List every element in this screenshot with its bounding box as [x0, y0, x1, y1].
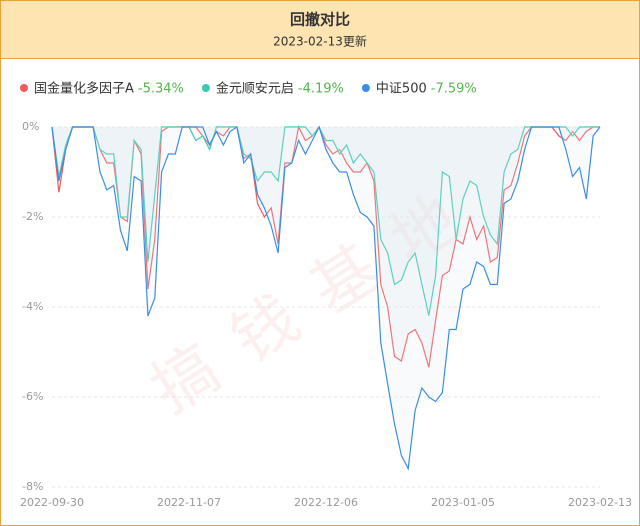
- chart-title: 回撤对比: [290, 11, 350, 29]
- legend-label: 国金量化多因子A: [34, 81, 134, 97]
- series-area: [52, 127, 600, 368]
- series-area: [52, 127, 600, 469]
- legend-label: 金元顺安元启: [216, 81, 294, 97]
- x-tick-label: 2023-02-13: [568, 496, 632, 509]
- series-line: [51, 125, 600, 316]
- legend-value: -4.19%: [298, 82, 344, 97]
- y-tick-label: -2%: [22, 210, 43, 223]
- legend-value: -5.34%: [138, 82, 184, 97]
- header: [0, 0, 640, 59]
- legend-marker: [20, 84, 28, 92]
- y-tick-label: -6%: [22, 390, 43, 403]
- legend-marker: [201, 84, 210, 92]
- y-tick-label: 0%: [22, 120, 39, 133]
- series-line: [51, 125, 600, 368]
- y-tick-label: -4%: [22, 300, 43, 313]
- x-tick-label: 2023-01-05: [431, 496, 495, 509]
- legend-value: -7.59%: [431, 82, 477, 97]
- x-tick-label: 2022-11-07: [157, 496, 221, 509]
- x-tick-label: 2022-12-06: [294, 496, 358, 509]
- legend-marker: [361, 84, 370, 92]
- legend-label: 中证500: [376, 82, 427, 97]
- series-area: [52, 127, 600, 316]
- y-tick-label: -8%: [22, 480, 43, 493]
- x-tick-label: 2022-09-30: [20, 496, 84, 509]
- series-line: [51, 125, 601, 471]
- chart-subtitle: 2023-02-13更新: [273, 34, 367, 49]
